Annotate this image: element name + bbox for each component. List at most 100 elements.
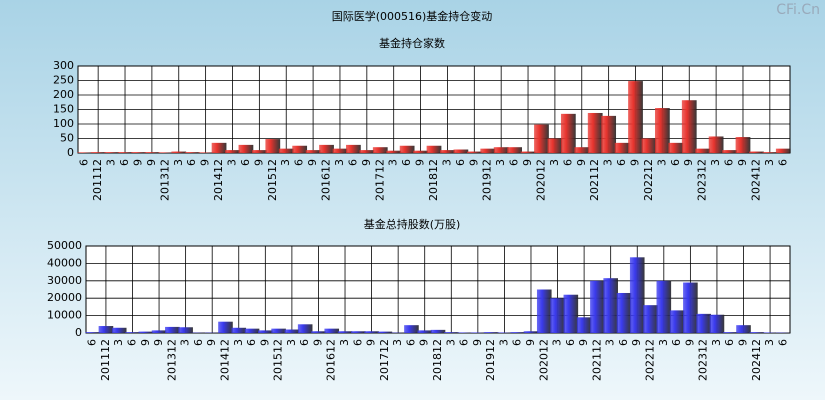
x-tick-label: 3 [494, 159, 507, 166]
bar [483, 332, 499, 333]
x-tick-label: 6 [86, 339, 99, 346]
x-tick-label: 9 [252, 159, 265, 166]
x-tick-label: 9 [199, 159, 212, 166]
x-tick-label: 6 [617, 339, 630, 346]
x-tick-label: 6 [298, 339, 311, 346]
x-tick-label: 6 [776, 159, 789, 166]
bar [144, 152, 160, 153]
x-tick-label: 201512 [272, 339, 285, 381]
bar [426, 145, 442, 153]
bar [297, 324, 313, 333]
bar [629, 257, 645, 333]
y-tick-label: 100 [53, 117, 74, 130]
bar [643, 305, 658, 333]
x-tick-label: 3 [763, 159, 776, 166]
bar [184, 152, 200, 153]
bar [138, 331, 154, 333]
bar [587, 112, 603, 153]
x-tick-label: 201112 [99, 339, 112, 381]
bar [641, 138, 657, 153]
x-tick-label: 9 [360, 159, 373, 166]
x-tick-label: 3 [387, 159, 400, 166]
x-tick-label: 3 [391, 339, 404, 346]
bar [284, 329, 300, 333]
x-tick-label: 3 [548, 159, 561, 166]
bar [364, 331, 379, 333]
x-tick-label: 6 [400, 159, 413, 166]
bar [628, 81, 643, 153]
bar [77, 152, 93, 153]
x-tick-label: 3 [232, 339, 245, 346]
bar [399, 145, 415, 153]
x-tick-label: 201712 [378, 339, 391, 381]
y-tick-label: 20000 [47, 291, 82, 304]
bar [523, 331, 539, 333]
x-tick-label: 9 [629, 159, 642, 166]
x-tick-label: 3 [105, 159, 118, 166]
x-tick-label: 9 [467, 159, 480, 166]
x-tick-label: 202112 [588, 159, 601, 201]
x-tick-label: 9 [471, 339, 484, 346]
x-tick-label: 9 [682, 159, 695, 166]
bar [417, 330, 433, 333]
bar [507, 147, 522, 153]
bar [762, 332, 778, 333]
x-tick-label: 6 [723, 339, 736, 346]
x-tick-label: 202012 [534, 159, 547, 201]
bar [332, 148, 348, 153]
x-tick-label: 201812 [427, 159, 440, 201]
bar [305, 150, 321, 153]
x-tick-label: 3 [551, 339, 564, 346]
x-tick-label: 3 [497, 339, 510, 346]
chart-title: 基金持仓家数 [379, 36, 445, 50]
bar [480, 148, 496, 153]
bar [311, 331, 326, 333]
y-tick-label: 10000 [47, 309, 82, 322]
x-tick-label: 9 [311, 339, 324, 346]
bar [271, 328, 286, 333]
x-tick-label: 6 [458, 339, 471, 346]
y-tick-label: 300 [53, 59, 74, 72]
x-tick-label: 9 [418, 339, 431, 346]
x-tick-label: 6 [561, 159, 574, 166]
bar [695, 148, 711, 153]
x-tick-label: 9 [737, 339, 750, 346]
bar [576, 317, 592, 333]
x-tick-label: 6 [351, 339, 364, 346]
x-tick-label: 6 [511, 339, 524, 346]
bar [165, 326, 180, 333]
y-tick-label: 50 [60, 132, 74, 145]
x-tick-label: 201912 [481, 159, 494, 201]
x-tick-label: 202112 [590, 339, 603, 381]
bar [292, 145, 308, 153]
x-tick-label: 9 [306, 159, 319, 166]
x-tick-label: 202012 [537, 339, 550, 381]
x-tick-label: 3 [709, 159, 722, 166]
x-tick-label: 201112 [91, 159, 104, 201]
x-tick-label: 6 [125, 339, 138, 346]
x-tick-label: 6 [670, 339, 683, 346]
bar [111, 327, 127, 333]
x-tick-label: 3 [655, 159, 668, 166]
x-tick-label: 201912 [484, 339, 497, 381]
x-tick-label: 9 [131, 159, 144, 166]
x-tick-label: 9 [577, 339, 590, 346]
x-tick-label: 3 [279, 159, 292, 166]
bar [681, 100, 697, 153]
x-tick-label: 9 [575, 159, 588, 166]
bar [404, 325, 419, 333]
bar [244, 328, 260, 333]
y-tick-label: 200 [53, 88, 74, 101]
x-tick-label: 202212 [642, 159, 655, 201]
x-tick-label: 3 [333, 159, 346, 166]
y-tick-label: 40000 [47, 256, 82, 269]
x-tick-label: 202312 [696, 159, 709, 201]
bar [231, 327, 247, 333]
x-tick-label: 9 [630, 339, 643, 346]
x-tick-label: 202312 [697, 339, 710, 381]
x-tick-label: 6 [293, 159, 306, 166]
x-tick-label: 6 [192, 339, 205, 346]
x-tick-label: 6 [615, 159, 628, 166]
bar [104, 152, 119, 153]
